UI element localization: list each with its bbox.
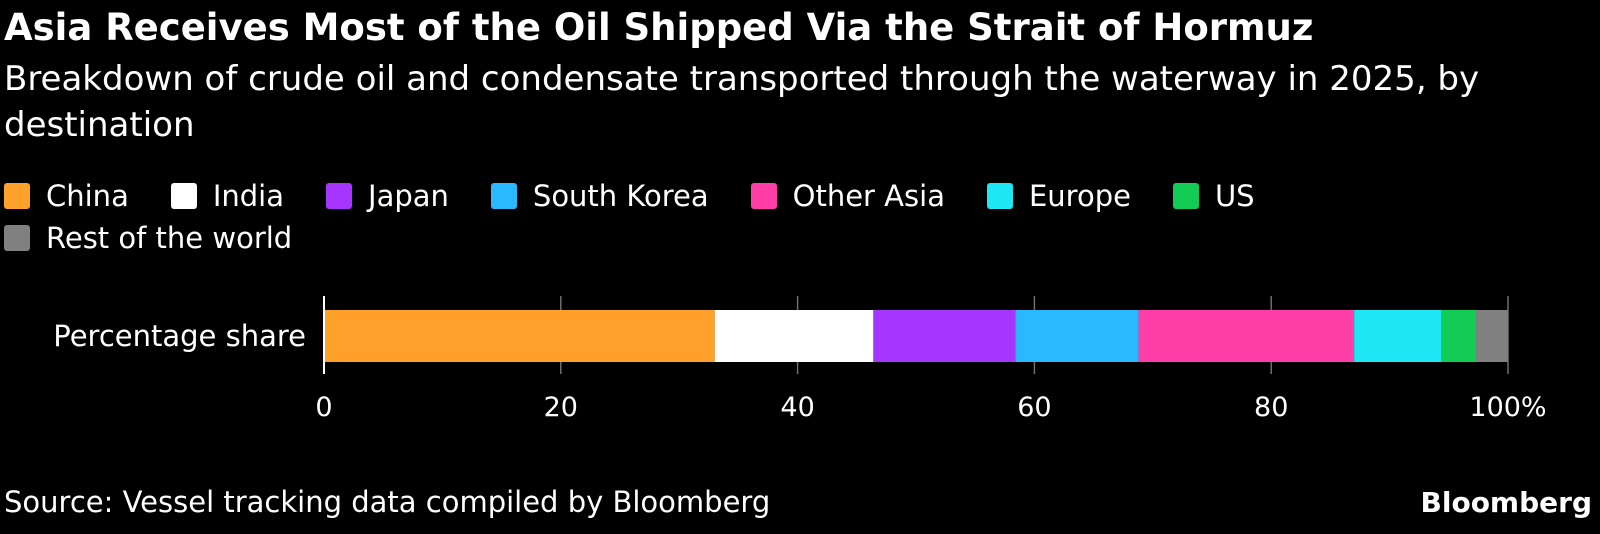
legend-swatch-south-korea	[490, 183, 517, 209]
legend-label: Japan	[368, 179, 449, 213]
x-tick-label: 60	[1017, 392, 1051, 423]
bar-segment-rest-of-the-world	[1476, 310, 1508, 362]
legend-label: China	[46, 179, 129, 213]
legend-item-rest-of-the-world: Rest of the world	[4, 220, 292, 256]
x-tick-label: 0	[315, 392, 332, 423]
bar-segment-india	[714, 310, 874, 362]
legend-label: South Korea	[532, 179, 709, 213]
legend: China India Japan South Korea Other Asia Euro…	[4, 178, 1424, 256]
source-note: Source: Vessel tracking data compiled by…	[4, 485, 771, 519]
category-label: Percentage share	[53, 319, 306, 353]
legend-item-china: China	[4, 178, 129, 214]
x-tick-label: 100%	[1469, 392, 1546, 423]
bar-segment-other-asia	[1138, 310, 1355, 362]
legend-label: US	[1214, 179, 1255, 213]
legend-swatch-other-asia	[750, 183, 777, 209]
bloomberg-logo: Bloomberg	[1420, 486, 1592, 519]
legend-item-us: US	[1172, 178, 1255, 214]
legend-label: Rest of the world	[46, 221, 293, 255]
chart-subtitle: Breakdown of crude oil and condensate tr…	[4, 59, 1480, 145]
legend-item-south-korea: South Korea	[490, 178, 709, 214]
legend-item-india: India	[170, 178, 285, 214]
chart-title: Asia Receives Most of the Oil Shipped Vi…	[4, 6, 1314, 49]
bar-segment-china	[324, 310, 715, 362]
legend-swatch-rest-of-the-world	[4, 225, 30, 251]
legend-item-other-asia: Other Asia	[750, 178, 945, 214]
legend-label: Europe	[1028, 179, 1131, 213]
bar-segment-us	[1441, 310, 1477, 362]
bar-segment-japan	[873, 310, 1016, 362]
legend-swatch-china	[4, 183, 30, 209]
x-tick-label: 80	[1254, 392, 1288, 423]
bar-segment-south-korea	[1015, 310, 1139, 362]
x-tick-label: 20	[544, 392, 578, 423]
legend-item-japan: Japan	[326, 178, 449, 214]
legend-swatch-india	[170, 183, 197, 209]
legend-swatch-europe	[986, 183, 1013, 209]
legend-swatch-japan	[326, 183, 353, 209]
legend-label: India	[212, 179, 285, 213]
x-tick-label: 40	[780, 392, 814, 423]
bar-segment-europe	[1354, 310, 1442, 362]
legend-label: Other Asia	[792, 179, 945, 213]
legend-item-europe: Europe	[986, 178, 1131, 214]
legend-swatch-us	[1172, 183, 1199, 209]
